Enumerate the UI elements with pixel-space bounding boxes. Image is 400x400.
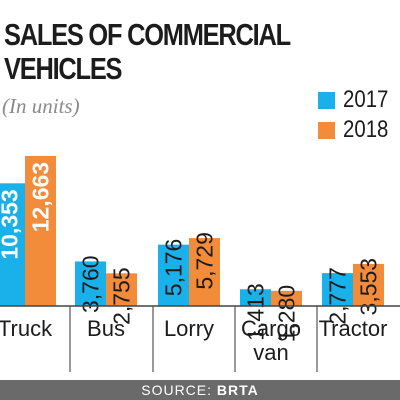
- bar-bus-2018: [106, 273, 137, 306]
- data-label-truck-2018: 12,663: [28, 162, 54, 232]
- bar-truck-2018: [25, 155, 56, 306]
- chart-subtitle: (In units): [2, 94, 80, 118]
- source-value: BRTA: [216, 382, 259, 398]
- legend-label: 2018: [343, 116, 389, 143]
- legend-item-2018: 2018: [318, 115, 396, 145]
- legend-swatch-2018: [318, 121, 335, 139]
- category-label-cargo-van: van: [253, 340, 288, 365]
- bar-truck-2017: [0, 183, 25, 306]
- data-label-cargo-van-2018: 1,280: [274, 285, 300, 343]
- data-label-tractor-2018: 3,553: [356, 258, 382, 316]
- category-label-lorry: Lorry: [164, 316, 214, 341]
- source-footer: SOURCE: BRTA: [0, 380, 400, 400]
- bar-tractor-2017: [322, 273, 353, 306]
- data-label-cargo-van-2017: 1,413: [243, 283, 269, 341]
- data-label-tractor-2017: 2,777: [325, 267, 351, 325]
- chart-title-line: VEHICLES: [4, 51, 123, 86]
- category-label-bus: Bus: [87, 316, 125, 341]
- bar-tractor-2018: [353, 263, 384, 306]
- legend-swatch-2017: [318, 91, 335, 109]
- category-label-truck: Truck: [0, 316, 53, 341]
- data-label-truck-2017: 10,353: [0, 189, 23, 259]
- bar-cargo-van-2017: [240, 289, 271, 306]
- legend: 2017 2018: [318, 85, 396, 145]
- chart-title-line: SALES OF COMMERCIAL: [4, 17, 291, 52]
- chart-title: SALES OF COMMERCIAL VEHICLES: [4, 17, 291, 86]
- category-label-tractor: Tractor: [319, 316, 388, 341]
- category-label-cargo-van: Cargo: [241, 316, 301, 341]
- source-label: SOURCE:: [141, 382, 213, 398]
- bar-lorry-2017: [158, 244, 189, 306]
- data-label-lorry-2017: 5,176: [161, 239, 187, 297]
- legend-label: 2017: [343, 86, 389, 113]
- legend-item-2017: 2017: [318, 85, 396, 115]
- bar-lorry-2018: [189, 238, 220, 306]
- data-label-bus-2018: 2,755: [109, 267, 135, 325]
- data-label-bus-2017: 3,760: [78, 255, 104, 313]
- data-label-lorry-2018: 5,729: [192, 232, 218, 290]
- bar-bus-2017: [75, 261, 106, 306]
- bar-cargo-van-2018: [271, 290, 302, 306]
